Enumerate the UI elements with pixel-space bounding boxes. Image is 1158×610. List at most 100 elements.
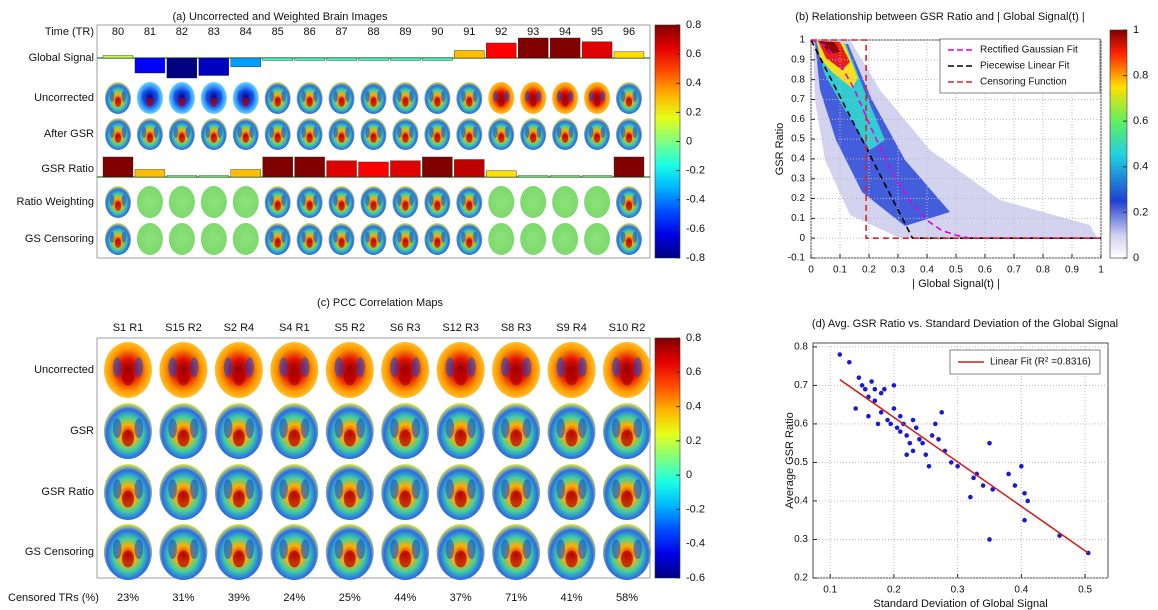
brain-texture: [121, 194, 127, 206]
colorbar-tick-label: 0: [1133, 252, 1139, 264]
brain-image: [552, 82, 579, 114]
x-tick-label: 0.2: [887, 585, 901, 596]
brain-texture: [522, 418, 532, 439]
brain-texture: [301, 90, 307, 102]
signal-bar: [134, 57, 166, 74]
panel-title: (b) Relationship between GSR Ratio and |…: [795, 11, 1084, 23]
column-label: 94: [559, 26, 571, 38]
y-tick-label: 0.4: [791, 154, 805, 165]
brain-texture: [440, 194, 446, 206]
brain-texture: [134, 539, 144, 559]
y-tick-label: 0.3: [794, 534, 808, 545]
brain-texture: [454, 550, 467, 568]
brain-texture: [377, 231, 382, 243]
y-tick-label: 0.5: [794, 457, 808, 468]
scatter-point: [929, 433, 935, 438]
column-label: 93: [527, 26, 539, 38]
brain-texture: [429, 90, 434, 102]
brain-texture: [632, 231, 638, 243]
brain-shape: [584, 223, 611, 255]
y-tick-label: 0.5: [791, 134, 805, 145]
column-label: S15 R2: [165, 322, 202, 334]
brain-texture: [522, 357, 532, 378]
scatter-point: [1025, 498, 1031, 504]
signal-bar: [230, 169, 261, 178]
brain-texture: [333, 231, 339, 243]
brain-image: [328, 186, 355, 218]
brain-texture: [288, 368, 301, 386]
colorbar-tick-label: 0.6: [686, 48, 701, 60]
brain-texture: [461, 231, 466, 243]
x-tick-label: 0.2: [862, 265, 876, 276]
brain-texture: [565, 429, 578, 447]
colorbar-tick-label: 0.8: [686, 332, 701, 344]
row-label: GS Censoring: [25, 233, 94, 245]
brain-texture: [561, 133, 569, 143]
brain-texture: [205, 90, 211, 102]
brain-texture: [390, 357, 399, 378]
brain-texture: [141, 126, 147, 138]
brain-image: [168, 223, 195, 255]
brain-texture: [313, 231, 318, 243]
y-tick-label: 0.8: [794, 341, 808, 352]
signal-bar: [486, 42, 517, 59]
scatter-point: [866, 413, 871, 419]
brain-texture: [411, 418, 421, 439]
brain-texture: [370, 133, 377, 143]
brain-texture: [288, 429, 301, 447]
brain-texture: [397, 231, 402, 243]
signal-bar: [166, 175, 198, 178]
brain-texture: [237, 126, 243, 138]
brain-texture: [472, 126, 478, 138]
signal-bar: [102, 156, 134, 178]
brain-texture: [281, 126, 286, 138]
signal-bar: [166, 57, 198, 79]
brain-texture: [390, 479, 399, 500]
brain-texture: [168, 539, 177, 559]
brain-texture: [625, 97, 633, 107]
brain-texture: [445, 357, 455, 378]
brain-texture: [134, 357, 144, 378]
signal-bar: [581, 41, 613, 59]
brain-texture: [399, 490, 412, 508]
brain-image: [105, 186, 131, 218]
scatter-point: [904, 452, 909, 458]
scatter-point: [869, 379, 874, 384]
signal-bar: [134, 169, 166, 178]
brain-texture: [529, 97, 537, 107]
signal-bar: [294, 57, 325, 61]
y-tick-label: 0.7: [794, 380, 808, 391]
brain-texture: [173, 90, 179, 102]
brain-texture: [429, 126, 434, 138]
brain-texture: [313, 90, 318, 102]
brain-texture: [365, 126, 370, 138]
scatter-point: [897, 413, 903, 419]
brain-texture: [568, 90, 574, 102]
brain-texture: [397, 90, 402, 102]
scatter-point: [837, 352, 843, 357]
brain-texture: [141, 90, 147, 102]
brain-image: [200, 82, 227, 114]
brain-image: [392, 223, 419, 255]
brain-image: [436, 464, 485, 520]
brain-image: [159, 342, 208, 398]
column-label: 87: [335, 26, 347, 38]
brain-shape: [136, 186, 163, 218]
row-label: GSR Ratio: [41, 163, 94, 175]
brain-image: [360, 82, 387, 114]
brain-image: [456, 118, 483, 150]
brain-texture: [334, 539, 344, 559]
scatter-point: [891, 406, 897, 411]
brain-texture: [498, 97, 505, 107]
colorbar-tick-label: 1: [1133, 24, 1139, 36]
brain-texture: [300, 539, 310, 559]
colorbar-tick-label: 0.6: [1133, 115, 1148, 127]
brain-texture: [334, 479, 344, 500]
brain-image: [616, 118, 642, 150]
brain-texture: [114, 97, 122, 107]
panel-title: (a) Uncorrected and Weighted Brain Image…: [172, 11, 388, 23]
scatter-point: [910, 448, 916, 454]
image-frame: [96, 24, 651, 259]
column-label: 89: [399, 26, 411, 38]
brain-image: [492, 342, 541, 398]
